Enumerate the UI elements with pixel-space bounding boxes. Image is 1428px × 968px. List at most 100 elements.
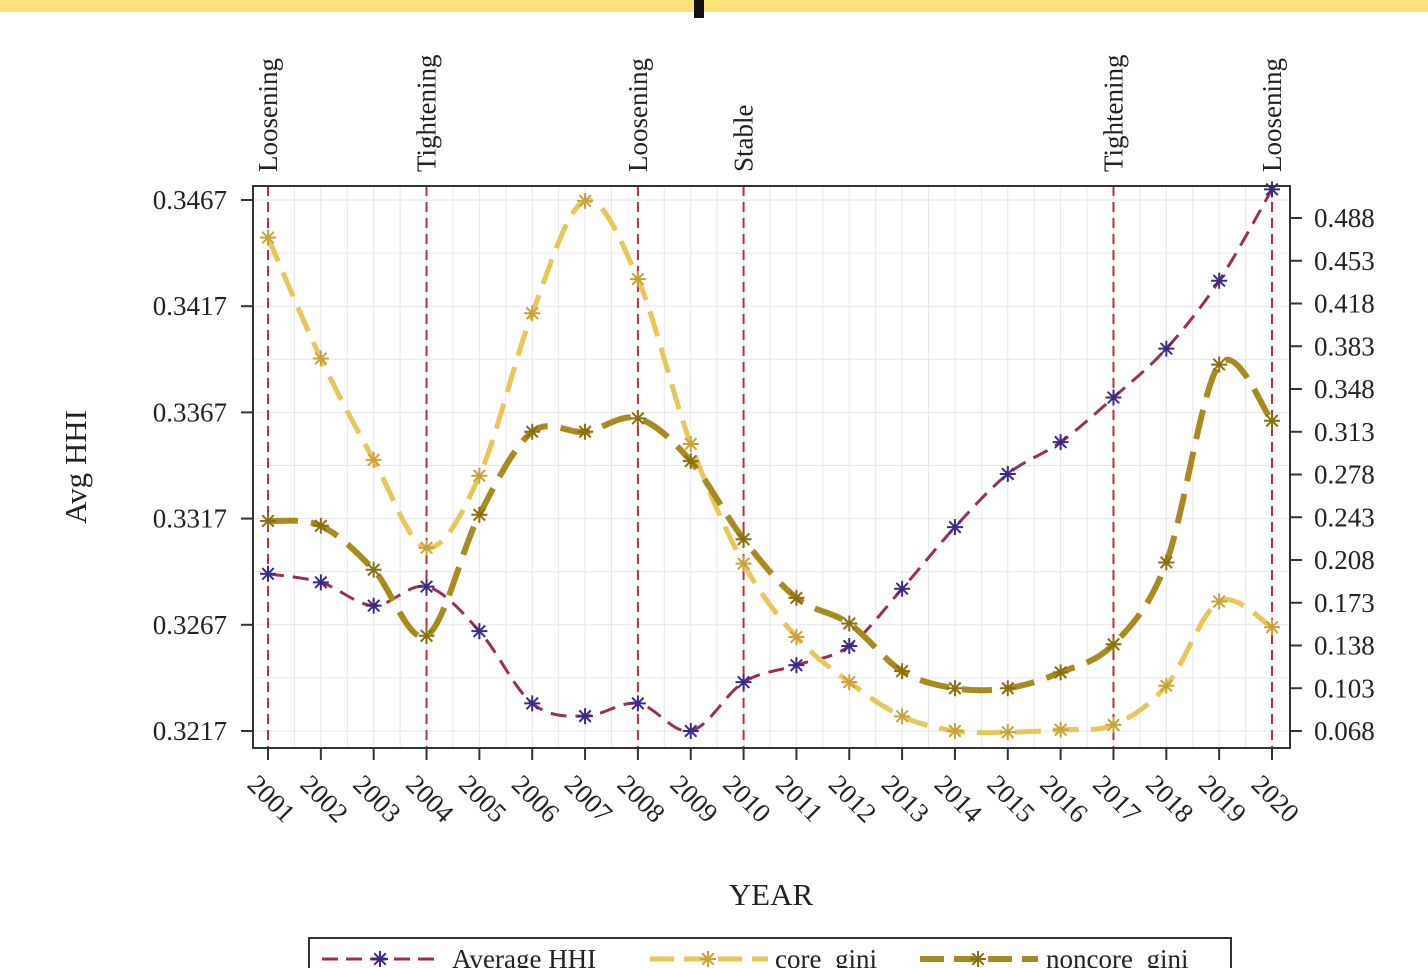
data-point bbox=[418, 539, 435, 556]
data-point bbox=[260, 512, 276, 529]
x-tick-label: 2002 bbox=[295, 769, 354, 828]
data-point bbox=[735, 555, 752, 572]
x-tick-label: 2014 bbox=[929, 769, 989, 829]
series-markers bbox=[260, 181, 1280, 741]
x-tick-label: 2019 bbox=[1193, 769, 1252, 828]
x-tick-label: 2016 bbox=[1034, 769, 1093, 828]
data-point bbox=[1052, 721, 1069, 738]
data-point bbox=[999, 724, 1016, 741]
right-tick-label: 0.138 bbox=[1314, 631, 1375, 661]
right-tick-label: 0.208 bbox=[1314, 545, 1375, 575]
data-point bbox=[260, 229, 276, 246]
x-tick-label: 2013 bbox=[876, 769, 935, 828]
policy-label: Stable bbox=[729, 104, 759, 172]
policy-label: Tightening bbox=[412, 54, 442, 172]
data-point bbox=[1264, 619, 1280, 636]
right-tick-label: 0.173 bbox=[1314, 588, 1375, 618]
legend-marker bbox=[700, 951, 716, 967]
plot-background bbox=[253, 186, 1290, 748]
data-point bbox=[894, 580, 911, 597]
right-tick-label: 0.103 bbox=[1314, 673, 1375, 703]
data-point bbox=[471, 467, 488, 484]
data-point bbox=[894, 708, 911, 725]
x-tick-label: 2012 bbox=[823, 769, 882, 828]
left-tick-label: 0.3217 bbox=[153, 716, 227, 746]
data-point bbox=[894, 663, 911, 680]
data-point bbox=[1264, 412, 1280, 429]
policy-label: Loosening bbox=[1257, 58, 1287, 172]
series-line-noncore-gini bbox=[267, 357, 1275, 694]
data-point bbox=[365, 597, 382, 614]
data-point bbox=[471, 623, 488, 640]
data-point bbox=[1211, 356, 1228, 373]
data-point bbox=[788, 589, 805, 606]
data-point bbox=[577, 192, 594, 209]
data-point bbox=[524, 423, 541, 440]
data-point bbox=[260, 565, 276, 582]
left-tick-label: 0.3317 bbox=[153, 504, 227, 534]
data-point bbox=[365, 451, 382, 468]
data-point bbox=[946, 519, 963, 536]
left-tick-label: 0.3367 bbox=[153, 397, 227, 427]
data-point bbox=[365, 561, 382, 578]
policy-label: Tightening bbox=[1098, 54, 1128, 172]
data-point bbox=[1105, 389, 1122, 406]
data-point bbox=[524, 305, 541, 322]
data-point bbox=[524, 695, 541, 712]
data-point bbox=[946, 723, 963, 739]
right-tick-label: 0.453 bbox=[1314, 246, 1375, 276]
data-point bbox=[999, 680, 1016, 697]
right-y-axis: 0.068 0.103 0.138 0.173 0.208 0.243 0.278 0.313… bbox=[1290, 203, 1375, 746]
policy-label: Loosening bbox=[623, 58, 653, 172]
data-point bbox=[471, 506, 488, 523]
data-point bbox=[682, 435, 699, 452]
data-point bbox=[841, 615, 858, 632]
x-tick-label: 2003 bbox=[347, 769, 406, 828]
policy-annotations: Loosening Tightening Loosening Stable Tighte… bbox=[253, 54, 1287, 172]
data-point bbox=[1211, 593, 1228, 610]
x-tick-label: 2004 bbox=[400, 769, 460, 829]
data-point bbox=[841, 638, 858, 655]
data-point bbox=[735, 531, 752, 548]
data-point bbox=[312, 517, 329, 534]
data-point bbox=[312, 350, 329, 367]
right-tick-label: 0.418 bbox=[1314, 289, 1375, 319]
legend-label: core_gini bbox=[775, 944, 877, 968]
data-point bbox=[682, 723, 699, 739]
x-tick-label: 2010 bbox=[717, 769, 776, 828]
data-point bbox=[418, 627, 435, 644]
right-tick-label: 0.243 bbox=[1314, 502, 1375, 532]
data-point bbox=[418, 578, 435, 595]
top-band bbox=[0, 0, 1428, 12]
right-tick-label: 0.278 bbox=[1314, 460, 1375, 490]
data-point bbox=[1211, 272, 1228, 289]
x-tick-label: 2015 bbox=[982, 769, 1041, 828]
data-point bbox=[788, 628, 805, 645]
right-tick-label: 0.348 bbox=[1314, 374, 1375, 404]
data-point bbox=[1105, 636, 1122, 653]
legend-label: noncore_gini bbox=[1046, 944, 1188, 968]
policy-lines bbox=[267, 186, 1273, 748]
x-axis: 2001200220032004200520062007200820092010… bbox=[242, 748, 1305, 829]
legend-box bbox=[308, 937, 1232, 968]
data-point bbox=[629, 410, 646, 427]
x-tick-label: 2001 bbox=[242, 769, 301, 828]
left-tick-label: 0.3267 bbox=[153, 610, 227, 640]
x-tick-label: 2011 bbox=[770, 769, 829, 828]
x-tick-label: 2018 bbox=[1140, 769, 1199, 828]
left-y-axis: 0.3217 0.3267 0.3317 0.3367 0.3417 0.3467 bbox=[153, 185, 253, 746]
data-point bbox=[682, 453, 699, 470]
data-point bbox=[1158, 340, 1175, 357]
data-point bbox=[735, 674, 752, 691]
x-tick-label: 2017 bbox=[1087, 769, 1146, 828]
legend: Average HHI core_gini noncore_gini bbox=[308, 937, 1232, 968]
x-tick-label: 2006 bbox=[506, 769, 565, 828]
data-point bbox=[1052, 664, 1069, 681]
legend-label: Average HHI bbox=[452, 944, 596, 968]
x-tick-label: 2009 bbox=[664, 769, 723, 828]
left-tick-label: 0.3417 bbox=[153, 291, 227, 321]
data-point bbox=[946, 680, 963, 697]
data-point bbox=[629, 695, 646, 712]
legend-marker bbox=[970, 951, 986, 967]
